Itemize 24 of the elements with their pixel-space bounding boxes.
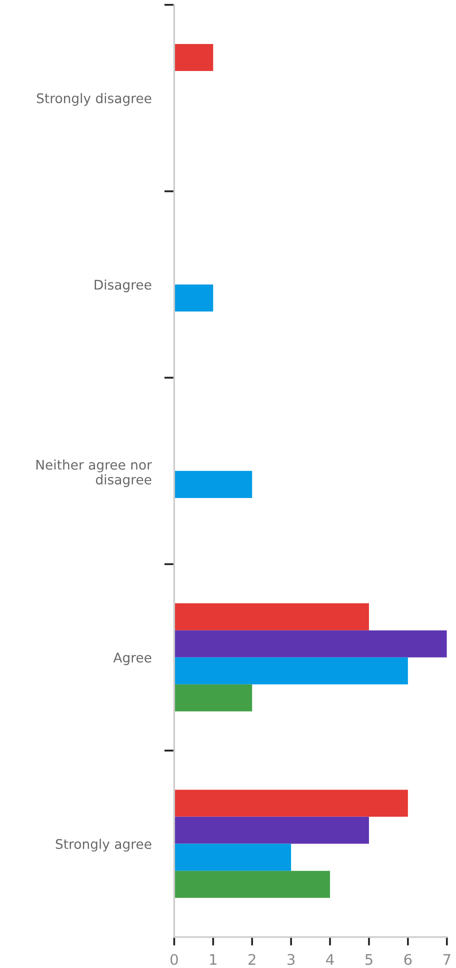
- x-tick-label: 1: [210, 954, 216, 965]
- bar: [174, 684, 252, 712]
- x-tick-label: 3: [288, 954, 295, 965]
- bar: [174, 603, 369, 630]
- bar: [174, 44, 214, 72]
- x-tick-label: 2: [248, 954, 256, 965]
- bar: [174, 630, 447, 658]
- bar: [174, 470, 252, 498]
- x-tick-label: 0: [170, 954, 178, 965]
- bar: [174, 790, 408, 817]
- bar: [174, 870, 330, 898]
- x-tick-label: 7: [443, 954, 450, 965]
- y-tick-label: Agree: [113, 652, 152, 666]
- bar: [174, 657, 408, 684]
- y-tick-label: Disagree: [94, 279, 152, 292]
- y-tick-label: Neither agree nor disagree: [36, 460, 152, 488]
- x-tick-label: 4: [326, 954, 334, 965]
- y-tick-label: Strongly disagree: [36, 93, 152, 106]
- x-tick-label: 5: [365, 954, 372, 965]
- y-tick-label: Strongly agree: [56, 838, 152, 852]
- x-tick-label: 6: [404, 954, 412, 965]
- bar: [174, 284, 214, 312]
- bar: [174, 844, 292, 871]
- bar: [174, 816, 369, 844]
